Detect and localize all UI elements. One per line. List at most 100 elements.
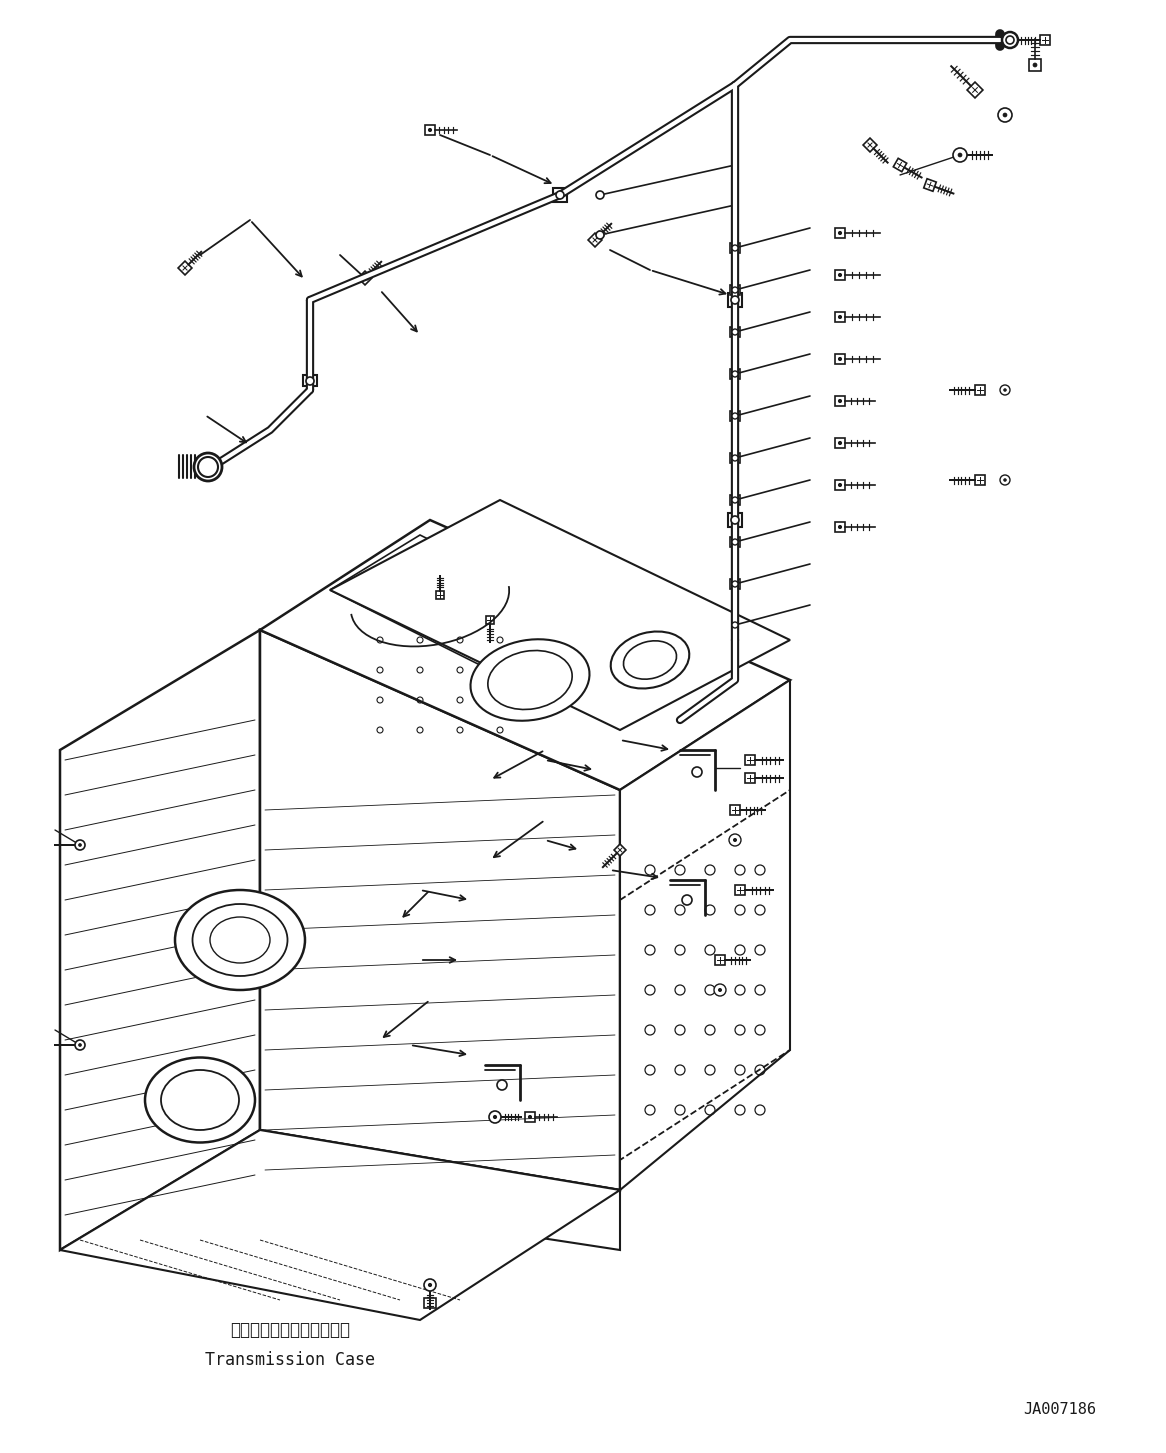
Polygon shape	[730, 805, 740, 815]
Circle shape	[838, 442, 842, 445]
Circle shape	[691, 767, 702, 777]
Circle shape	[732, 455, 738, 461]
Circle shape	[732, 328, 738, 336]
Polygon shape	[358, 272, 372, 285]
Bar	[730, 411, 740, 421]
Polygon shape	[59, 631, 260, 1250]
Polygon shape	[975, 385, 985, 395]
Circle shape	[194, 453, 222, 481]
Ellipse shape	[471, 639, 590, 721]
Circle shape	[596, 190, 604, 199]
Circle shape	[497, 1080, 507, 1090]
Ellipse shape	[611, 632, 689, 689]
Ellipse shape	[192, 904, 288, 976]
Polygon shape	[178, 262, 192, 275]
Circle shape	[305, 376, 314, 385]
Bar	[303, 375, 317, 386]
Polygon shape	[330, 500, 791, 729]
Circle shape	[1002, 32, 1018, 48]
Circle shape	[838, 400, 842, 402]
Bar	[730, 620, 740, 631]
Bar	[730, 285, 740, 295]
Circle shape	[1004, 478, 1006, 481]
Polygon shape	[260, 520, 791, 790]
Ellipse shape	[145, 1058, 255, 1142]
Bar	[728, 294, 742, 307]
Text: JA007186: JA007186	[1024, 1402, 1096, 1418]
Circle shape	[718, 988, 722, 991]
Circle shape	[732, 413, 738, 418]
Ellipse shape	[175, 891, 305, 989]
Circle shape	[428, 128, 431, 132]
Circle shape	[1003, 113, 1006, 116]
Polygon shape	[588, 232, 602, 247]
Polygon shape	[745, 756, 754, 764]
Circle shape	[1000, 385, 1010, 395]
Circle shape	[998, 108, 1012, 122]
Circle shape	[528, 1116, 532, 1119]
Ellipse shape	[487, 651, 573, 709]
Polygon shape	[835, 270, 845, 280]
Circle shape	[732, 288, 738, 294]
Text: トランスミッションケース: トランスミッションケース	[230, 1321, 350, 1340]
Circle shape	[489, 1112, 501, 1123]
Polygon shape	[923, 179, 936, 192]
Bar	[730, 453, 740, 464]
Polygon shape	[424, 125, 435, 135]
Bar	[553, 187, 567, 202]
Polygon shape	[620, 680, 791, 1190]
Polygon shape	[835, 312, 845, 323]
Bar	[424, 1298, 436, 1308]
Bar	[730, 538, 740, 546]
Polygon shape	[893, 158, 907, 171]
Polygon shape	[260, 1130, 620, 1250]
Bar	[728, 513, 742, 527]
Text: Transmission Case: Transmission Case	[205, 1351, 375, 1369]
Circle shape	[731, 296, 739, 304]
Circle shape	[838, 357, 842, 360]
Polygon shape	[1040, 35, 1049, 45]
Ellipse shape	[624, 641, 676, 679]
Bar	[730, 369, 740, 379]
Circle shape	[428, 1283, 431, 1286]
Circle shape	[731, 516, 739, 525]
Ellipse shape	[210, 917, 271, 963]
Circle shape	[596, 231, 604, 238]
Bar	[730, 243, 740, 253]
Circle shape	[838, 231, 842, 234]
Polygon shape	[614, 844, 626, 856]
Ellipse shape	[161, 1069, 239, 1130]
Bar	[730, 495, 740, 506]
Polygon shape	[715, 955, 725, 965]
Circle shape	[79, 1043, 82, 1046]
Circle shape	[75, 840, 85, 850]
Circle shape	[732, 581, 738, 587]
Circle shape	[424, 1279, 436, 1292]
Polygon shape	[975, 475, 985, 485]
Polygon shape	[486, 616, 494, 625]
Bar	[730, 578, 740, 588]
Circle shape	[732, 539, 738, 545]
Circle shape	[79, 844, 82, 846]
Circle shape	[714, 984, 726, 995]
Circle shape	[733, 838, 737, 841]
Circle shape	[732, 622, 738, 628]
Circle shape	[1033, 62, 1037, 67]
Circle shape	[556, 190, 564, 199]
Circle shape	[838, 526, 842, 529]
Polygon shape	[835, 437, 845, 448]
Circle shape	[732, 371, 738, 376]
Polygon shape	[525, 1112, 535, 1122]
Polygon shape	[835, 355, 845, 365]
Polygon shape	[835, 522, 845, 532]
Circle shape	[953, 148, 967, 161]
Circle shape	[1000, 475, 1010, 485]
Circle shape	[682, 895, 691, 905]
Polygon shape	[330, 535, 620, 690]
Polygon shape	[835, 479, 845, 490]
Circle shape	[1006, 36, 1014, 44]
Polygon shape	[835, 228, 845, 238]
Polygon shape	[745, 773, 754, 783]
Polygon shape	[260, 631, 620, 1190]
Circle shape	[1004, 389, 1006, 391]
